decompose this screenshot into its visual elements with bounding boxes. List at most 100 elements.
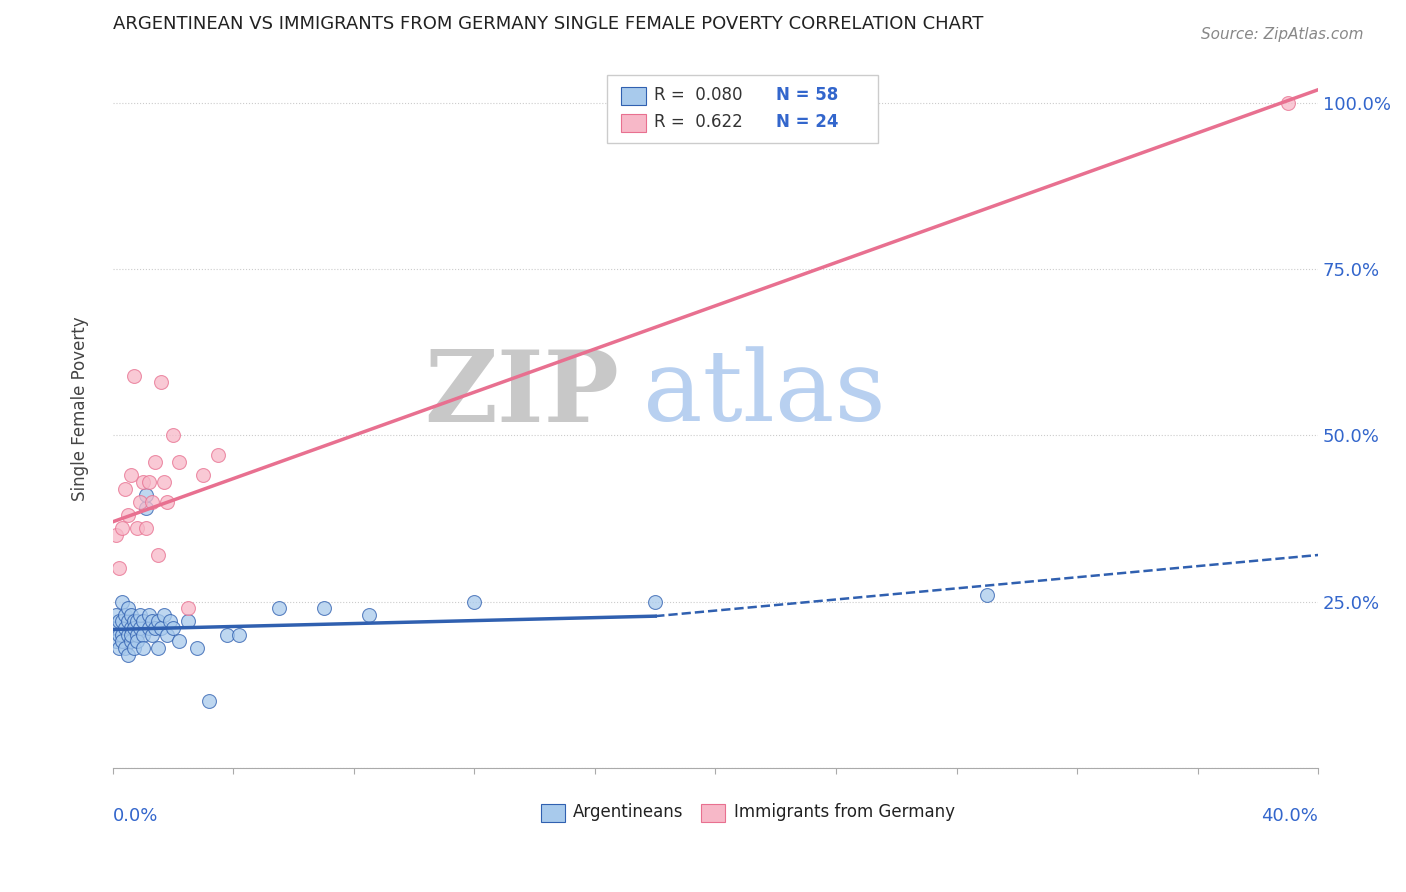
FancyBboxPatch shape	[607, 75, 879, 143]
Point	[104, 528, 127, 542]
Point	[120, 607, 142, 622]
Text: N = 24: N = 24	[776, 113, 838, 131]
Point	[125, 628, 148, 642]
Point	[122, 641, 145, 656]
Point	[138, 607, 160, 622]
Point	[125, 521, 148, 535]
Point	[167, 455, 190, 469]
Bar	[541, 805, 565, 822]
Point	[644, 594, 666, 608]
Point	[162, 621, 184, 635]
Point	[312, 601, 335, 615]
Point	[150, 375, 173, 389]
Point	[143, 621, 166, 635]
Point	[122, 621, 145, 635]
Bar	[621, 114, 645, 132]
Point	[153, 607, 176, 622]
Point	[135, 521, 157, 535]
Point	[143, 455, 166, 469]
Point	[129, 495, 152, 509]
Point	[267, 601, 290, 615]
Point	[108, 615, 131, 629]
Point	[111, 521, 134, 535]
Point	[111, 615, 134, 629]
Point	[193, 468, 215, 483]
Point	[207, 448, 229, 462]
Point	[122, 615, 145, 629]
Point	[120, 621, 142, 635]
Point	[141, 495, 163, 509]
Point	[167, 634, 190, 648]
Point	[104, 634, 127, 648]
Point	[120, 634, 142, 648]
Point	[177, 601, 200, 615]
Y-axis label: Single Female Poverty: Single Female Poverty	[72, 317, 89, 501]
Text: Argentineans: Argentineans	[574, 803, 683, 822]
Point	[132, 641, 155, 656]
Text: R =  0.080: R = 0.080	[654, 86, 742, 104]
Text: 40.0%: 40.0%	[1261, 807, 1319, 825]
Point	[117, 648, 139, 662]
Point	[146, 641, 169, 656]
Point	[114, 607, 136, 622]
Text: ZIP: ZIP	[425, 346, 619, 443]
Point	[114, 641, 136, 656]
Point	[108, 641, 131, 656]
Point	[129, 607, 152, 622]
Point	[198, 694, 221, 708]
Point	[135, 488, 157, 502]
Bar	[702, 805, 725, 822]
Text: 0.0%: 0.0%	[112, 807, 159, 825]
Point	[120, 468, 142, 483]
Point	[114, 621, 136, 635]
Text: R =  0.622: R = 0.622	[654, 113, 742, 131]
Point	[228, 628, 250, 642]
Point	[357, 607, 380, 622]
Point	[108, 628, 131, 642]
Point	[217, 628, 239, 642]
Point	[120, 628, 142, 642]
Point	[132, 475, 155, 489]
Point	[177, 615, 200, 629]
Point	[129, 621, 152, 635]
Point	[162, 428, 184, 442]
Point	[104, 607, 127, 622]
Point	[108, 561, 131, 575]
Point	[111, 594, 134, 608]
Text: Immigrants from Germany: Immigrants from Germany	[734, 803, 955, 822]
Bar	[621, 87, 645, 105]
Point	[132, 615, 155, 629]
Point	[111, 628, 134, 642]
Point	[141, 628, 163, 642]
Point	[141, 615, 163, 629]
Point	[146, 548, 169, 562]
Text: N = 58: N = 58	[776, 86, 838, 104]
Point	[138, 475, 160, 489]
Point	[976, 588, 998, 602]
Point	[117, 615, 139, 629]
Point	[1277, 95, 1299, 110]
Point	[117, 628, 139, 642]
Point	[153, 475, 176, 489]
Point	[132, 628, 155, 642]
Point	[125, 615, 148, 629]
Point	[117, 601, 139, 615]
Text: Source: ZipAtlas.com: Source: ZipAtlas.com	[1201, 27, 1364, 42]
Point	[146, 615, 169, 629]
Point	[156, 628, 179, 642]
Point	[186, 641, 208, 656]
Point	[111, 634, 134, 648]
Point	[125, 634, 148, 648]
Point	[463, 594, 485, 608]
Point	[104, 621, 127, 635]
Point	[114, 482, 136, 496]
Point	[159, 615, 181, 629]
Point	[135, 501, 157, 516]
Point	[138, 621, 160, 635]
Point	[122, 368, 145, 383]
Point	[150, 621, 173, 635]
Point	[156, 495, 179, 509]
Text: atlas: atlas	[643, 346, 886, 442]
Text: ARGENTINEAN VS IMMIGRANTS FROM GERMANY SINGLE FEMALE POVERTY CORRELATION CHART: ARGENTINEAN VS IMMIGRANTS FROM GERMANY S…	[112, 15, 983, 33]
Point	[117, 508, 139, 522]
